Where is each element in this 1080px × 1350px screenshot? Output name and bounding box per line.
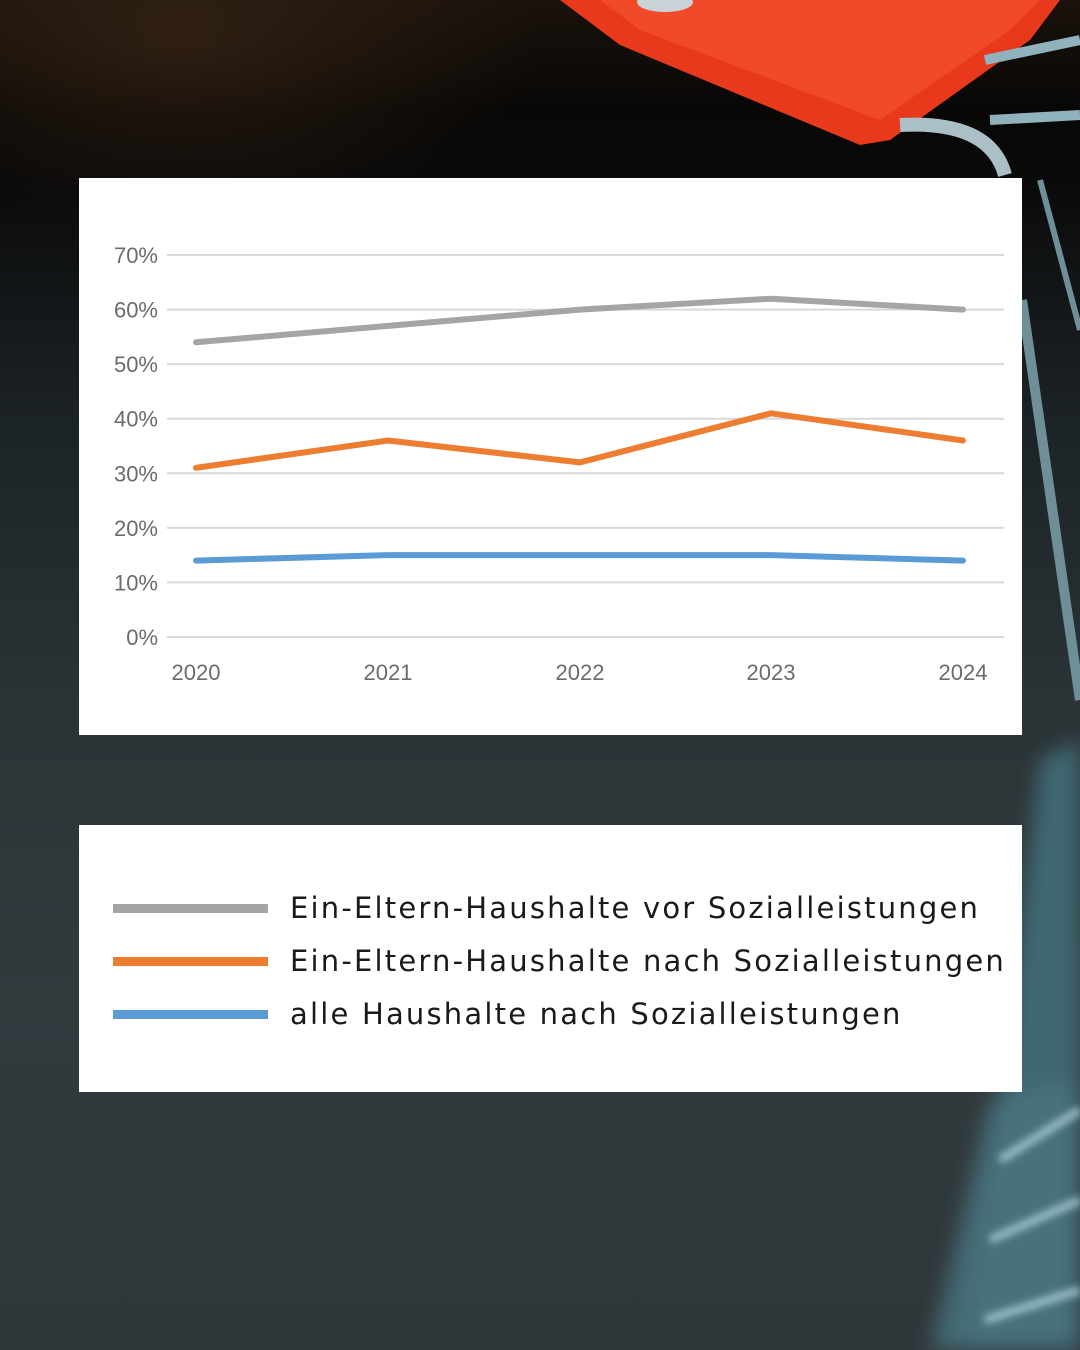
line-chart: 0% 10% 20% 30% 40% 50% 60% 70% 2020 2021 2022 2023 2…	[114, 243, 1004, 685]
x-tick-label: 2023	[747, 660, 796, 685]
legend-item-ein-eltern-vor: Ein-Eltern-Haushalte vor Sozialleistunge…	[113, 888, 980, 928]
cart-wire-graphic	[983, 1106, 1080, 1324]
series-line-3	[193, 552, 966, 564]
legend-panel: Ein-Eltern-Haushalte vor Sozialleistunge…	[79, 825, 1022, 1092]
y-tick-label: 0%	[126, 625, 158, 650]
y-tick-label: 30%	[114, 461, 158, 486]
y-tick-label: 70%	[114, 243, 158, 268]
legend-label: alle Haushalte nach Sozialleistungen	[290, 997, 903, 1031]
series-line-1	[193, 295, 966, 346]
legend-label: Ein-Eltern-Haushalte vor Sozialleistunge…	[290, 891, 981, 925]
chart-panel: 0% 10% 20% 30% 40% 50% 60% 70% 2020 2021 2022 2023 2…	[79, 178, 1022, 735]
y-tick-label: 20%	[114, 516, 158, 541]
cart-handle-graphic	[560, 0, 1060, 145]
y-tick-label: 10%	[114, 570, 158, 595]
y-tick-label: 40%	[114, 407, 158, 432]
legend-swatch-blue	[113, 1009, 268, 1019]
legend-item-alle-haushalte: alle Haushalte nach Sozialleistungen	[113, 994, 903, 1034]
x-tick-label: 2020	[172, 660, 221, 685]
legend-item-ein-eltern-nach: Ein-Eltern-Haushalte nach Sozialleistung…	[113, 941, 1006, 981]
x-tick-label: 2022	[556, 660, 605, 685]
x-tick-label: 2024	[939, 660, 988, 685]
series-line-2	[193, 410, 966, 471]
y-tick-label: 50%	[114, 352, 158, 377]
legend-swatch-gray	[113, 903, 268, 913]
y-tick-label: 60%	[114, 298, 158, 323]
legend-swatch-orange	[113, 956, 268, 966]
x-tick-label: 2021	[364, 660, 413, 685]
legend-label: Ein-Eltern-Haushalte nach Sozialleistung…	[290, 944, 1006, 978]
